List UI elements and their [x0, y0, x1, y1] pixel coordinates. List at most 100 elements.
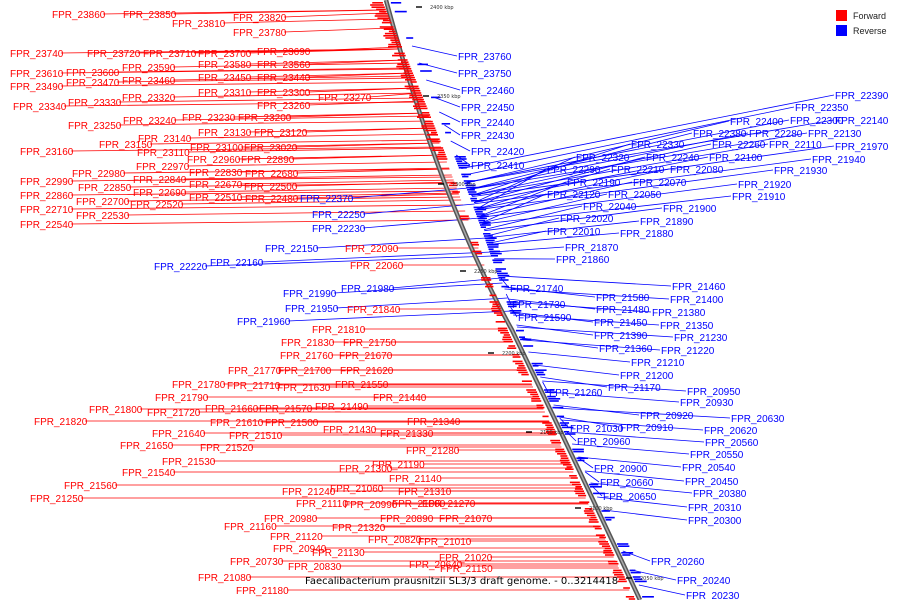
forward-gene-mark: [497, 327, 508, 330]
forward-gene-label: FPR_22540: [20, 220, 74, 231]
forward-leader-line: [173, 9, 385, 15]
reverse-gene-mark: [474, 208, 487, 211]
reverse-gene-mark: [495, 268, 506, 270]
forward-gene-mark: [625, 596, 635, 598]
forward-gene-label: FPR_21080: [198, 573, 252, 584]
reverse-leader-line: [476, 168, 547, 210]
forward-leader-line: [183, 174, 452, 180]
reverse-leader-line: [481, 193, 547, 224]
reverse-gene-label: FPR_22300: [790, 116, 844, 127]
forward-gene-mark: [574, 490, 585, 492]
reverse-gene-mark: [406, 37, 414, 39]
reverse-gene-label: FPR_21170: [608, 383, 661, 394]
reverse-gene-label: FPR_21480: [596, 305, 650, 316]
forward-gene-mark: [414, 107, 428, 110]
forward-gene-label: FPR_21710: [227, 381, 281, 392]
forward-gene-label: FPR_21530: [162, 457, 216, 468]
genome-backbone: [383, 0, 643, 600]
forward-gene-mark: [371, 6, 385, 8]
gene-labels: FPR_23860 FPR_23850 FPR_23820 FPR_23810 FPR_…: [10, 10, 889, 600]
reverse-gene-mark: [420, 70, 432, 72]
reverse-gene-label: FPR_22190: [567, 178, 621, 189]
forward-gene-label: FPR_23310: [198, 88, 252, 99]
forward-gene-label: FPR_23120: [254, 128, 308, 139]
reverse-leader-line: [597, 496, 688, 508]
reverse-leader-line: [578, 457, 594, 469]
forward-gene-mark: [418, 114, 431, 116]
reverse-gene-mark: [498, 277, 506, 279]
forward-gene-label: FPR_23860: [52, 10, 106, 21]
reverse-gene-mark: [487, 244, 499, 246]
reverse-gene-mark: [519, 336, 526, 338]
reverse-gene-label: FPR_22260: [712, 140, 766, 151]
forward-gene-mark: [415, 103, 426, 105]
reverse-gene-label: FPR_22410: [471, 161, 525, 172]
forward-gene-label: FPR_21510: [229, 431, 283, 442]
reverse-leader-line: [500, 275, 672, 287]
forward-leader-line: [187, 147, 442, 153]
forward-gene-label: FPR_22060: [350, 261, 404, 272]
forward-gene-label: FPR_20640: [409, 560, 463, 571]
forward-gene-label: FPR_23470: [66, 78, 120, 89]
forward-gene-mark: [492, 303, 500, 305]
reverse-leader-line: [471, 143, 631, 196]
forward-gene-mark: [588, 521, 599, 523]
reverse-gene-label: FPR_22370: [300, 194, 354, 205]
reverse-leader-line: [591, 485, 603, 497]
forward-gene-mark: [531, 398, 541, 400]
reverse-gene-mark: [471, 200, 483, 202]
forward-gene-label: FPR_23240: [123, 116, 177, 127]
reverse-gene-mark: [441, 123, 451, 125]
forward-gene-label: FPR_21110: [296, 499, 348, 510]
reverse-leader-line: [469, 132, 808, 190]
forward-gene-mark: [586, 514, 596, 517]
forward-leader-line: [173, 115, 429, 121]
forward-gene-label: FPR_21540: [122, 468, 176, 479]
reverse-leader-line: [204, 255, 494, 267]
reverse-gene-label: FPR_21210: [631, 358, 685, 369]
reverse-gene-mark: [457, 164, 470, 167]
forward-gene-mark: [489, 301, 499, 303]
forward-gene-label: FPR_21120: [270, 532, 323, 543]
reverse-leader-line: [476, 168, 611, 210]
reverse-gene-label: FPR_20300: [688, 516, 742, 527]
forward-gene-label: FPR_23200: [238, 113, 292, 124]
reverse-gene-label: FPR_22070: [633, 178, 687, 189]
forward-gene-mark: [601, 545, 611, 547]
reverse-gene-label: FPR_21980: [341, 284, 395, 295]
forward-gene-mark: [421, 112, 430, 114]
forward-gene-mark: [431, 140, 441, 143]
forward-gene-label: FPR_23610: [10, 69, 64, 80]
forward-leader-line: [283, 12, 386, 18]
forward-gene-mark: [417, 116, 432, 118]
forward-gene-mark: [492, 305, 501, 308]
forward-gene-mark: [448, 184, 458, 187]
reverse-gene-mark: [547, 395, 556, 398]
forward-leader-line: [70, 146, 442, 152]
reverse-gene-mark: [510, 312, 521, 314]
forward-leader-line: [239, 179, 454, 185]
forward-gene-label: FPR_22510: [189, 193, 243, 204]
reverse-gene-mark: [629, 569, 636, 572]
forward-leader-line: [149, 139, 439, 145]
forward-gene-mark: [432, 149, 444, 151]
reverse-gene-label: FPR_20630: [731, 414, 785, 425]
reverse-leader-line: [486, 217, 560, 237]
reverse-gene-label: FPR_22110: [769, 140, 822, 151]
forward-gene-label: FPR_22670: [189, 180, 243, 191]
forward-gene-label: FPR_23560: [257, 60, 311, 71]
forward-gene-label: FPR_21240: [282, 487, 336, 498]
reverse-gene-mark: [490, 252, 502, 255]
reverse-leader-line: [474, 156, 646, 204]
reverse-gene-mark: [545, 391, 557, 393]
forward-gene-mark: [377, 17, 390, 19]
forward-gene-mark: [421, 127, 436, 129]
reverse-gene-mark: [630, 571, 641, 574]
gene-arrows: [370, 2, 654, 600]
forward-gene-mark: [548, 433, 557, 435]
forward-gene-mark: [590, 516, 597, 519]
reverse-gene-mark: [467, 189, 475, 191]
reverse-gene-label: FPR_22380: [693, 129, 747, 140]
forward-gene-label: FPR_20990: [344, 500, 398, 511]
forward-leader-line: [307, 72, 412, 78]
